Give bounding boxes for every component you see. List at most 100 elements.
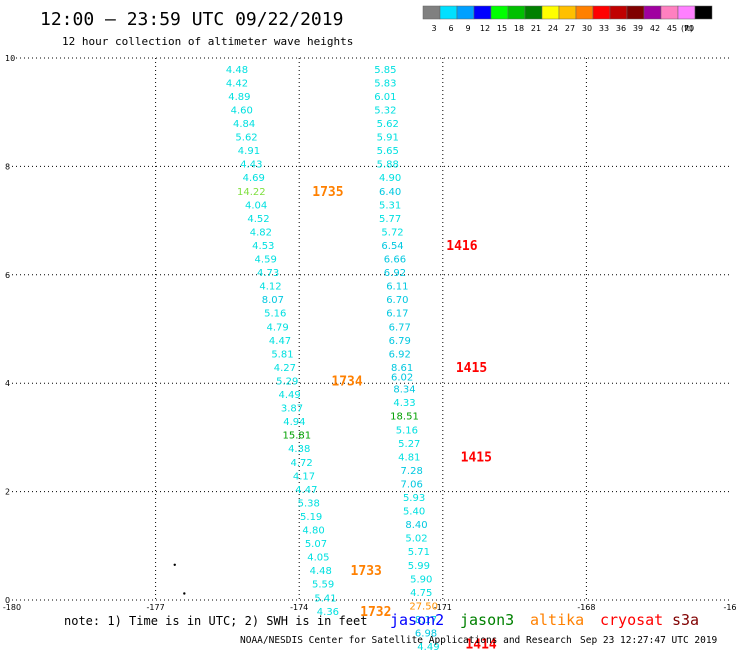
wave-height-value: 4.49 [417,642,439,650]
wave-height-value: 6.92 [384,268,406,279]
satellite-legend: jason2 jason3 altika cryosat s3a [390,611,699,629]
wave-height-value: 4.79 [267,322,289,333]
pass-time-labels: 1735 1416 1415 1734 1415 1733 1732 1414 [312,185,497,650]
wave-height-value: 4.84 [233,119,255,130]
wave-height-value: 4.48 [226,65,248,76]
wave-height-value: 8.17 [415,615,437,626]
y-tick-label: 4 [5,379,10,388]
x-tick-label: -16 [723,603,736,612]
legend-label: 27 [565,24,575,33]
legend-label: 39 [633,24,643,33]
wave-height-values: 4.48 4.42 4.89 4.60 4.84 5.62 4.91 4.43 4.69 14.2… [173,65,440,650]
wave-height-value: 5.72 [381,227,403,238]
wave-height-value: 5.02 [405,534,427,545]
legend-label: 33 [599,24,609,33]
wave-height-value: 15.81 [282,431,311,442]
wave-height-value: 4.80 [302,526,324,537]
y-tick-label: 6 [5,271,10,280]
legend-swatch [660,5,679,20]
legend-label: 36 [616,24,626,33]
satellite-label-cryosat: cryosat [600,611,663,629]
wave-height-value: 4.43 [240,160,262,171]
wave-height-value: 4.47 [269,336,291,347]
color-legend: 3 6 9 12 15 18 21 24 27 30 33 36 39 42 45 70(ft) [422,5,713,33]
pass-time-label: 1734 [331,374,362,389]
satellite-label-jason3: jason3 [460,611,514,629]
legend-label: (ft) [681,24,693,33]
wave-height-value: 5.41 [314,593,336,604]
wave-height-value: 6.17 [386,309,408,320]
wave-height-value: 5.32 [374,105,396,116]
page-subtitle: 12 hour collection of altimeter wave hei… [62,35,353,48]
wave-height-value: 4.48 [310,566,332,577]
wave-height-value: 5.81 [271,349,293,360]
wave-height-value: 5.65 [377,146,399,157]
legend-label: 30 [582,24,592,33]
wave-height-value: 5.90 [410,574,432,585]
wave-height-value: 8.34 [393,385,415,396]
legend-label: 6 [448,24,453,33]
wave-height-value: 5.99 [408,561,430,572]
wave-height-value: 4.52 [247,214,269,225]
y-tick-label: 2 [5,488,10,497]
wave-height-value: 4.47 [295,485,317,496]
legend-swatch [456,5,475,20]
x-tick-label: -171 [434,603,452,612]
legend-swatch [592,5,611,20]
legend-swatch [677,5,696,20]
wave-height-value: 4.91 [238,146,260,157]
legend-label: 18 [514,24,524,33]
footer-timestamp: Sep 23 12:27:47 UTC 2019 [580,635,718,646]
wave-height-value: 6.54 [381,241,403,252]
pass-time-label: 1414 [465,637,496,650]
wave-height-value: 5.29 [276,376,298,387]
wave-height-value: 6.98 [415,629,437,640]
wave-height-value: 5.91 [377,133,399,144]
legend-swatch [473,5,492,20]
legend-swatch [694,5,713,20]
legend-label: 15 [497,24,507,33]
wave-height-value: 4.49 [278,390,300,401]
wave-height-value: 8.40 [405,520,427,531]
legend-swatch [507,5,526,20]
wave-height-value: 6.02 [391,373,413,384]
x-tick-label: -180 [3,603,21,612]
wave-height-value: 4.72 [290,458,312,469]
legend-swatch [422,5,441,20]
legend-label: 21 [531,24,541,33]
pass-time-label: 1415 [461,450,492,465]
x-tick-label: -177 [147,603,165,612]
wave-height-value: 8.61 [391,363,413,374]
wave-height-value: 5.16 [396,425,418,436]
wave-height-value: 6.92 [389,349,411,360]
wave-height-value: 4.17 [293,471,315,482]
wave-height-value: 4.59 [255,255,277,266]
wave-height-value: 5.31 [379,200,401,211]
wave-height-value: 5.27 [398,439,420,450]
wave-height-value: 5.71 [408,547,430,558]
wave-height-value: 5.62 [377,119,399,130]
wave-height-value: 5.62 [235,133,257,144]
legend-swatch [439,5,458,20]
legend-label: 12 [480,24,490,33]
legend-label: 3 [431,24,436,33]
note-text: note: 1) Time is in UTC; 2) SWH is in fe… [64,614,367,628]
wave-height-value: 6.77 [389,322,411,333]
legend-swatch [490,5,509,20]
wave-height-value: 5.88 [377,160,399,171]
wave-height-value: 4.12 [259,282,281,293]
wave-height-value: 14.22 [237,187,266,198]
y-tick-label: 10 [5,54,15,63]
wave-height-value: 4.90 [379,173,401,184]
legend-swatch [558,5,577,20]
wave-height-value: 6.40 [379,187,401,198]
wave-height-value: 4.53 [252,241,274,252]
y-tick-label: 0 [5,596,10,605]
wave-height-value: 4.38 [288,444,310,455]
legend-swatch [643,5,662,20]
wave-height-value: 4.33 [393,398,415,409]
wave-height-value: 5.38 [298,498,320,509]
wave-height-value: 4.75 [410,588,432,599]
legend-label: 45 [667,24,677,33]
